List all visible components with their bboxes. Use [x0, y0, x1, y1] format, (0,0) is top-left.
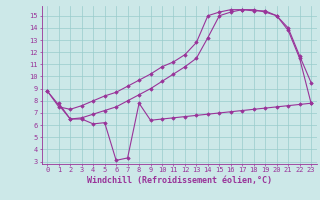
X-axis label: Windchill (Refroidissement éolien,°C): Windchill (Refroidissement éolien,°C) — [87, 176, 272, 185]
